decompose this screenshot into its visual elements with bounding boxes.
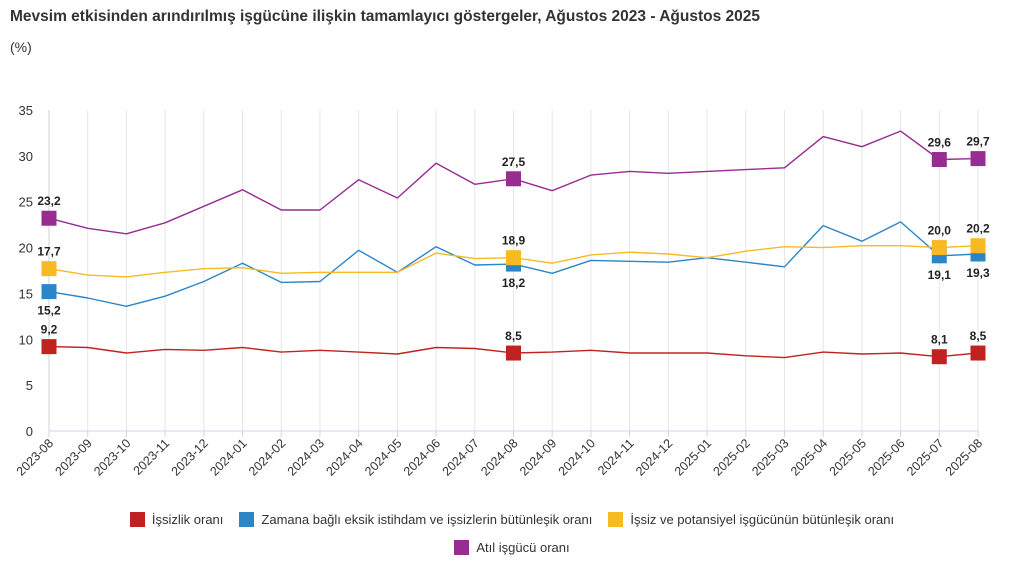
data-label: 8,5 (505, 329, 522, 343)
legend-swatch (239, 511, 255, 527)
legend-row: Atıl işgücü oranı (0, 536, 1024, 558)
x-tick-label: 2024-07 (440, 436, 482, 478)
data-point-marker (41, 284, 57, 300)
data-label: 15,2 (37, 304, 61, 318)
y-tick-label: 30 (19, 149, 33, 164)
data-label: 27,5 (502, 155, 526, 169)
x-tick-label: 2024-05 (362, 436, 404, 478)
x-tick-label: 2024-09 (517, 436, 559, 478)
data-label: 17,7 (37, 245, 61, 259)
legend-swatch (129, 511, 145, 527)
data-label: 29,6 (928, 136, 952, 150)
data-point-marker (506, 250, 521, 266)
x-tick-label: 2024-02 (246, 436, 288, 478)
data-label: 23,2 (37, 194, 61, 208)
point-markers (41, 151, 986, 365)
chart-subtitle: (%) (10, 39, 32, 55)
legend-item[interactable]: İşsiz ve potansiyel işgücünün bütünleşik… (608, 511, 895, 527)
data-label: 9,2 (41, 323, 58, 337)
data-point-marker (931, 240, 947, 256)
legend-swatch (608, 511, 624, 527)
x-tick-label: 2025-02 (711, 436, 753, 478)
legend-row: İşsizlik oranı Zamana bağlı eksik istihda… (0, 508, 1024, 530)
data-label: 19,1 (928, 268, 952, 282)
x-tick-label: 2025-06 (865, 436, 907, 478)
y-tick-label: 35 (19, 103, 33, 118)
x-tick-label: 2024-11 (595, 436, 637, 478)
legend-label: Zamana bağlı eksik istihdam ve işsizleri… (261, 511, 593, 527)
x-tick-label: 2024-04 (323, 436, 365, 478)
data-label: 20,0 (928, 224, 952, 238)
data-labels: 9,2 8,5 8,1 8,5 15,2 18,2 19,1 19,3 17,7 18,9 20,0… (37, 135, 990, 347)
legend-swatch (454, 539, 470, 555)
data-label: 20,2 (966, 222, 990, 236)
x-tick-label: 2023-08 (14, 436, 56, 478)
x-tick-label: 2025-01 (672, 436, 714, 478)
legend-item[interactable]: Atıl işgücü oranı (454, 539, 570, 555)
x-tick-label: 2023-10 (91, 436, 133, 478)
data-point-marker (970, 238, 986, 254)
axes: 051015202530352023-082023-092023-102023-… (14, 103, 985, 479)
x-tick-label: 2024-03 (285, 436, 327, 478)
data-label: 19,3 (966, 266, 990, 280)
data-label: 8,1 (931, 333, 948, 347)
x-tick-label: 2025-05 (827, 436, 869, 478)
legend-item[interactable]: Zamana bağlı eksik istihdam ve işsizleri… (239, 511, 593, 527)
data-point-marker (931, 349, 947, 365)
data-point-marker (41, 210, 57, 226)
x-tick-label: 2025-04 (788, 436, 830, 478)
x-tick-label: 2025-08 (943, 436, 985, 478)
y-tick-label: 25 (19, 195, 33, 210)
x-tick-label: 2024-01 (207, 436, 249, 478)
x-tick-label: 2024-06 (401, 436, 443, 478)
line-chart: 051015202530352023-082023-092023-102023-… (14, 103, 990, 479)
x-tick-label: 2024-08 (478, 436, 520, 478)
data-label: 29,7 (966, 135, 990, 149)
x-tick-label: 2025-03 (749, 436, 791, 478)
legend-label: Atıl işgücü oranı (476, 539, 570, 555)
data-point-marker (41, 261, 57, 277)
data-point-marker (41, 339, 57, 355)
data-point-marker (970, 151, 986, 167)
x-tick-label: 2025-07 (904, 436, 946, 478)
y-tick-label: 5 (26, 378, 33, 393)
x-tick-label: 2024-10 (556, 436, 598, 478)
data-point-marker (506, 171, 521, 187)
y-tick-label: 15 (19, 286, 33, 301)
x-tick-label: 2023-09 (52, 436, 94, 478)
x-tick-label: 2023-12 (169, 436, 211, 478)
data-label: 18,2 (502, 276, 526, 290)
data-point-marker (931, 152, 947, 168)
legend-item[interactable]: İşsizlik oranı (129, 511, 224, 527)
chart-title: Mevsim etkisinden arındırılmış işgücüne … (10, 8, 761, 25)
x-tick-label: 2023-11 (131, 436, 173, 478)
legend-label: İşsiz ve potansiyel işgücünün bütünleşik… (630, 511, 895, 527)
chart-legend: İşsizlik oranı Zamana bağlı eksik istihda… (0, 508, 1024, 564)
y-tick-label: 0 (26, 424, 33, 439)
data-point-marker (506, 345, 521, 361)
data-label: 8,5 (970, 329, 987, 343)
x-tick-label: 2024-12 (633, 436, 675, 478)
legend-label: İşsizlik oranı (151, 511, 224, 527)
data-label: 18,9 (502, 234, 526, 248)
y-tick-label: 20 (19, 241, 33, 256)
data-point-marker (970, 345, 986, 361)
y-tick-label: 10 (19, 332, 33, 347)
